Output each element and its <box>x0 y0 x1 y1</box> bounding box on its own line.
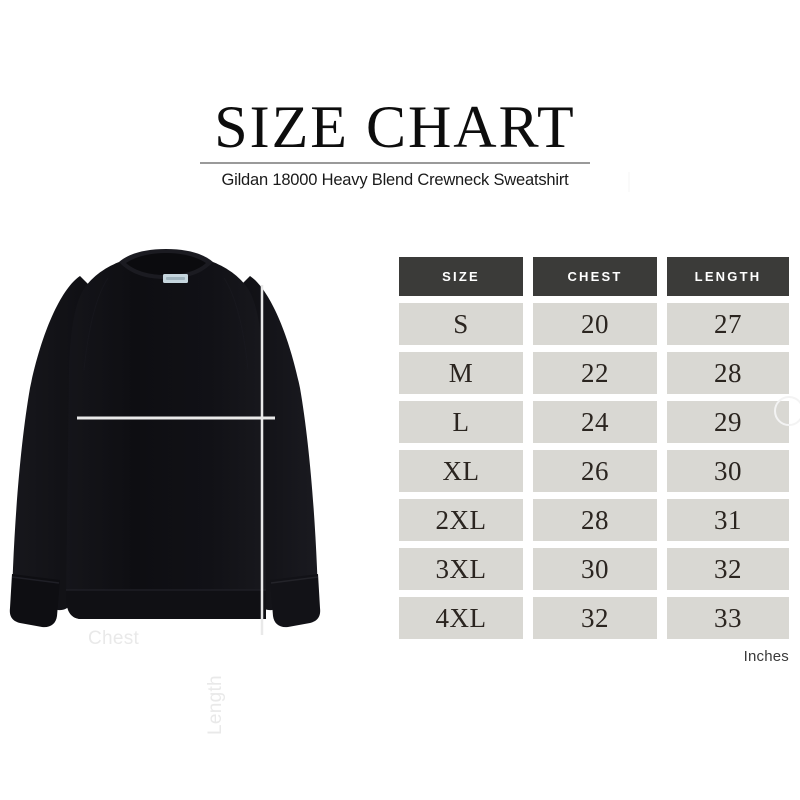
garment-illustration: Chest Length <box>0 238 340 735</box>
table-row: XL 26 30 <box>399 450 789 492</box>
cell-length: 31 <box>667 499 789 541</box>
size-table: SIZE CHEST LENGTH S 20 27 M 22 28 L 24 2… <box>399 257 789 639</box>
page-subtitle: Gildan 18000 Heavy Blend Crewneck Sweats… <box>221 171 569 189</box>
cell-size: 4XL <box>399 597 523 639</box>
table-header-row: SIZE CHEST LENGTH <box>399 257 789 296</box>
page-title: SIZE CHART <box>214 94 576 160</box>
cell-length: 27 <box>667 303 789 345</box>
cell-length: 33 <box>667 597 789 639</box>
length-measurement-label: Length <box>205 675 226 735</box>
background-artifact-tick <box>628 172 630 192</box>
cell-size: S <box>399 303 523 345</box>
cell-length: 30 <box>667 450 789 492</box>
sweatshirt-body <box>66 262 266 619</box>
cell-chest: 26 <box>533 450 657 492</box>
table-row: M 22 28 <box>399 352 789 394</box>
column-header-chest: CHEST <box>533 257 657 296</box>
cell-size: M <box>399 352 523 394</box>
right-cuff <box>270 574 321 628</box>
table-row: 3XL 30 32 <box>399 548 789 590</box>
column-header-size: SIZE <box>399 257 523 296</box>
cell-size: 3XL <box>399 548 523 590</box>
cell-chest: 22 <box>533 352 657 394</box>
cell-size: L <box>399 401 523 443</box>
neck-tag-text <box>166 277 185 280</box>
left-cuff <box>9 574 61 628</box>
waistband <box>66 590 266 619</box>
title-divider <box>200 162 590 164</box>
cell-chest: 32 <box>533 597 657 639</box>
cell-length: 32 <box>667 548 789 590</box>
collar-inner-shadow <box>126 253 206 275</box>
cell-size: 2XL <box>399 499 523 541</box>
units-label: Inches <box>743 648 789 665</box>
cell-length: 28 <box>667 352 789 394</box>
table-row: 2XL 28 31 <box>399 499 789 541</box>
header-block: SIZE CHART Gildan 18000 Heavy Blend Crew… <box>200 96 590 190</box>
column-header-length: LENGTH <box>667 257 789 296</box>
cell-chest: 20 <box>533 303 657 345</box>
table-row: L 24 29 <box>399 401 789 443</box>
cell-chest: 24 <box>533 401 657 443</box>
cell-length: 29 <box>667 401 789 443</box>
sweatshirt-icon <box>9 249 321 635</box>
cell-chest: 30 <box>533 548 657 590</box>
table-row: S 20 27 <box>399 303 789 345</box>
cell-chest: 28 <box>533 499 657 541</box>
table-row: 4XL 32 33 <box>399 597 789 639</box>
cell-size: XL <box>399 450 523 492</box>
